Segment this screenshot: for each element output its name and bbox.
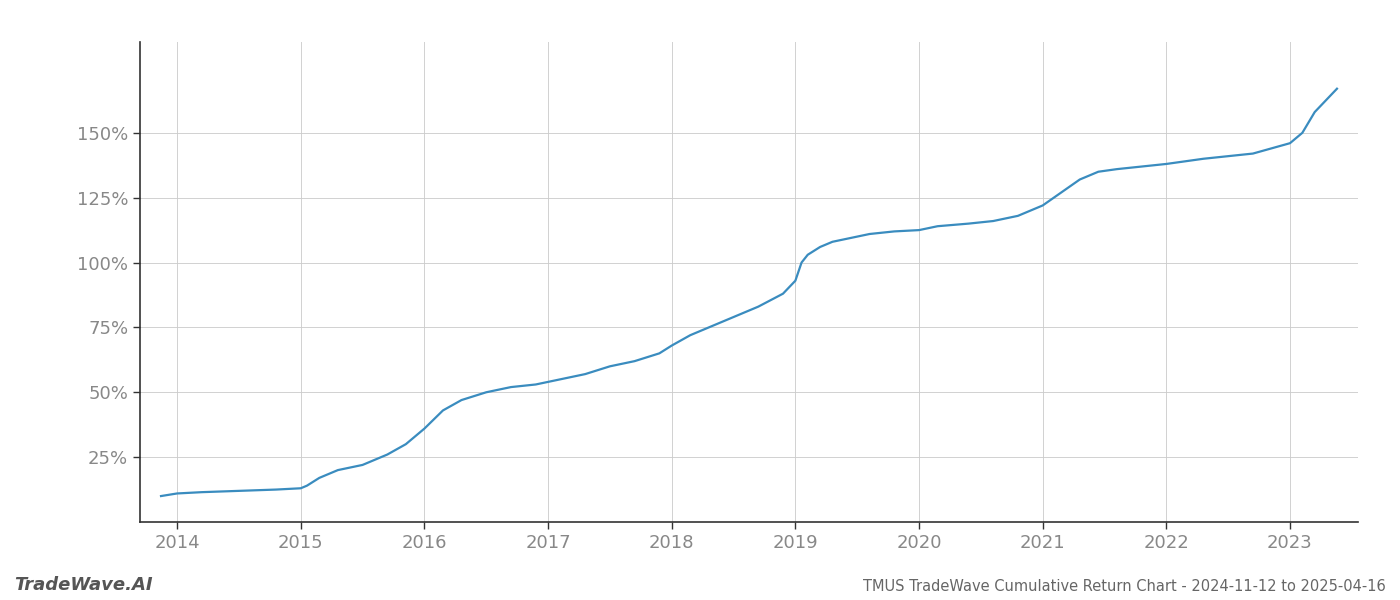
Text: TMUS TradeWave Cumulative Return Chart - 2024-11-12 to 2025-04-16: TMUS TradeWave Cumulative Return Chart -… bbox=[864, 579, 1386, 594]
Text: TradeWave.AI: TradeWave.AI bbox=[14, 576, 153, 594]
